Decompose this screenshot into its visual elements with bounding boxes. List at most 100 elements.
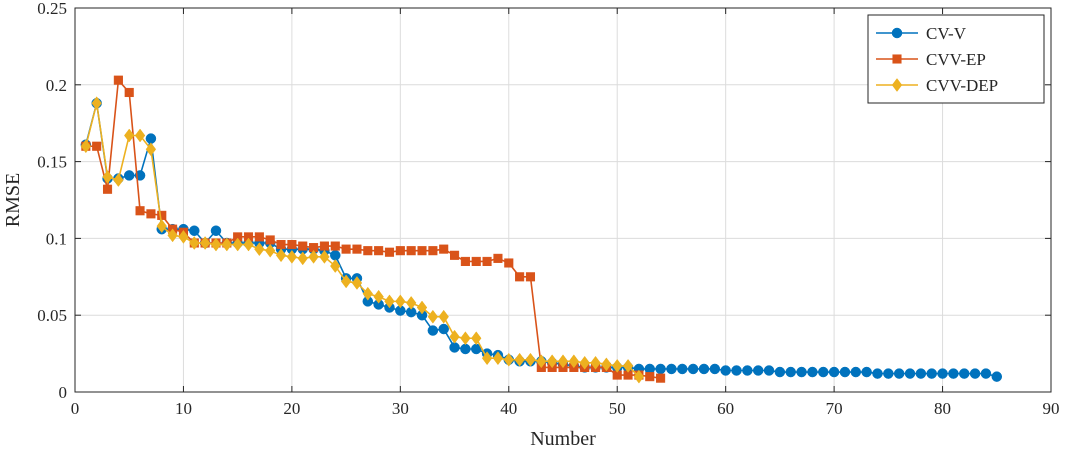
data-point [493,253,503,263]
data-point [861,366,872,378]
data-point [948,368,959,379]
legend-entry: CVV-DEP [876,76,998,95]
data-point [189,236,200,250]
data-point [460,256,470,266]
plot-frame [74,7,1052,393]
data-point [276,239,286,250]
data-point [515,272,525,282]
data-point [525,272,536,282]
data-point [752,365,764,376]
data-point [687,363,699,375]
series-cvv-dep [80,96,645,384]
legend: CV-V CVV-EP CVV-DEP [867,14,1045,104]
data-point [450,250,460,260]
data-point [427,309,439,324]
data-point [742,365,753,376]
data-point [210,237,222,252]
data-point [504,258,514,268]
data-point [373,289,384,304]
data-point [839,366,851,378]
data-point [102,170,113,184]
data-point [969,368,981,379]
y-tick-label: 0.1 [46,229,67,248]
data-point [883,368,894,379]
x-tick-label: 40 [500,399,517,418]
data-point [492,351,504,366]
data-point [785,366,796,378]
data-point [482,256,492,266]
data-point [655,363,666,375]
data-point [113,75,123,85]
data-point [991,371,1003,382]
data-point [243,237,254,252]
data-point [189,225,200,236]
data-point [298,241,308,251]
data-point [330,259,341,273]
data-point [460,343,471,355]
data-point [406,246,416,256]
data-point [774,366,786,378]
legend-entry: CVV-EP [876,50,986,69]
data-point [113,173,124,187]
data-point [601,357,612,372]
data-point [872,368,883,379]
data-point [698,363,710,375]
data-point [384,247,395,257]
x-tick-label: 10 [175,399,192,418]
data-point [395,246,405,256]
data-point [937,368,948,379]
data-point [818,366,829,378]
data-point [265,243,276,258]
data-point [308,249,319,264]
data-point [438,309,449,324]
data-point [579,355,590,370]
y-tick-label: 0.15 [37,153,67,172]
data-point [904,368,916,379]
data-point [557,354,569,369]
data-point [210,225,222,236]
data-point [102,184,113,194]
legend-label: CVV-DEP [926,76,998,95]
data-point [221,237,233,252]
data-point [807,366,818,378]
data-point [438,323,449,335]
data-point [850,366,862,378]
data-point [449,329,460,344]
data-point [254,242,265,257]
data-point [319,249,330,264]
data-point [405,295,417,310]
x-tick-label: 30 [392,399,409,418]
data-point [958,368,970,379]
legend-marker [891,78,903,92]
data-point [135,206,145,216]
data-point [351,276,363,290]
x-axis-title: Number [530,428,596,447]
data-point [503,352,514,367]
data-point [514,352,525,367]
data-point [352,244,362,254]
data-point [384,294,395,309]
data-point [439,244,449,254]
data-point [80,139,92,154]
data-point [536,354,547,369]
data-point [622,358,634,373]
data-point [828,366,840,378]
x-tick-label: 50 [609,399,626,418]
data-point [980,368,992,379]
data-point [926,368,937,379]
data-point [893,368,905,379]
data-point [460,331,471,346]
data-point [287,239,297,250]
data-point [471,256,481,266]
data-point [720,365,731,376]
data-point [428,246,438,256]
data-point [145,133,157,144]
data-point [178,229,189,244]
data-point [232,237,243,252]
data-point [546,354,558,369]
x-tick-label: 60 [717,399,734,418]
data-point [417,246,427,256]
data-point [330,250,341,261]
data-point [124,87,134,98]
